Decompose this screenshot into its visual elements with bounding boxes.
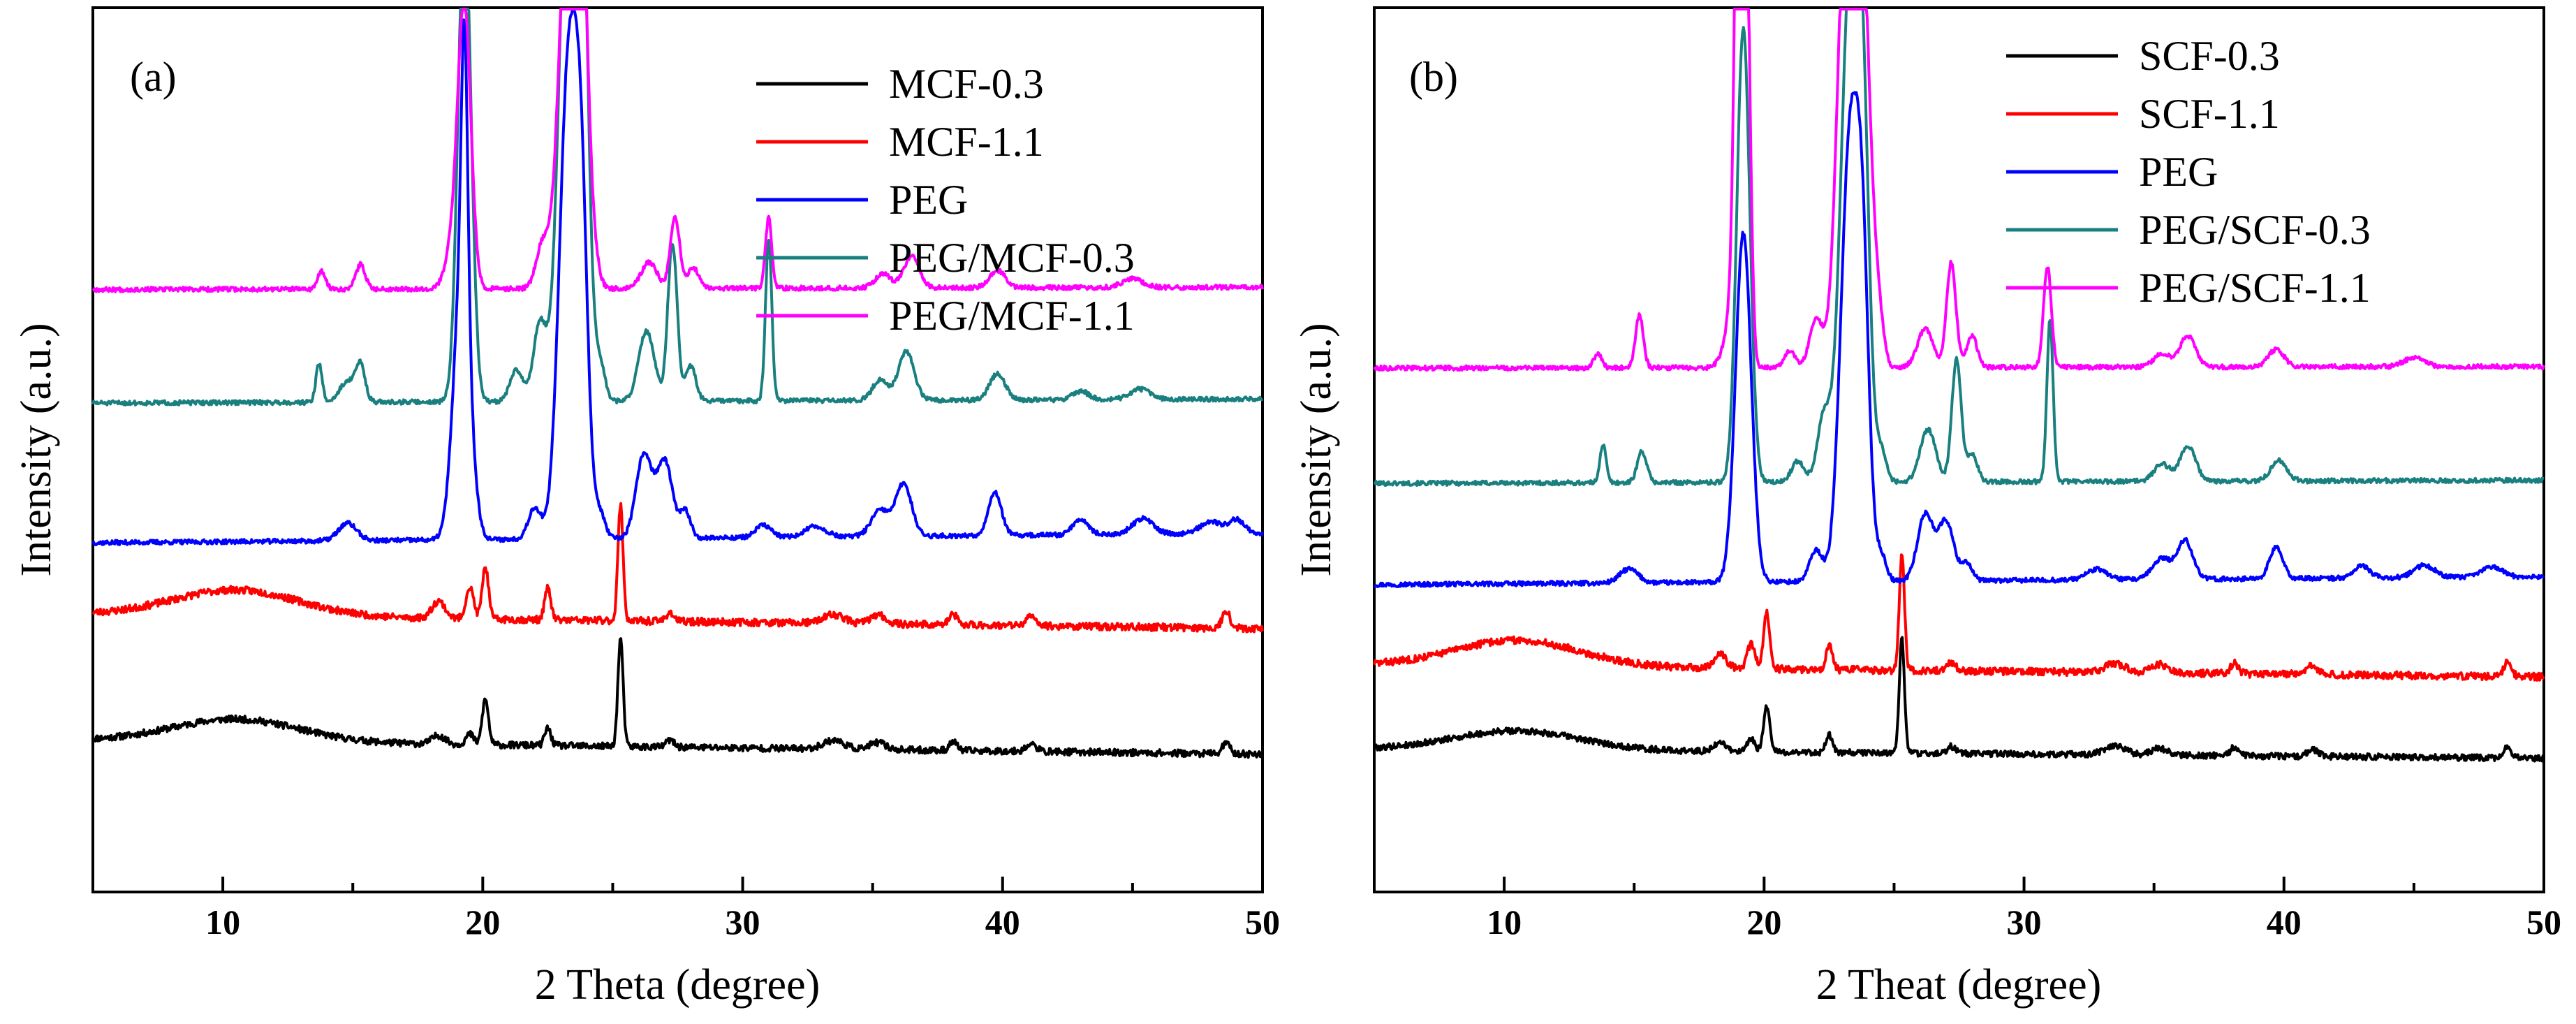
panel-a-label: (a) <box>130 54 177 100</box>
panel-a-x-tick-label-50: 50 <box>1245 902 1280 942</box>
panel-b: 10 20 30 40 50 (b) SCF-0.3 SCF-1.1 PEG PEG/SCF-… <box>1293 6 2561 1009</box>
panel-a-series-peg <box>91 8 1264 546</box>
panel-b-legend-label-3: PEG <box>2139 149 2218 195</box>
panel-a: 10 20 30 40 50 (a) MCF-0.3 MCF-1.1 PEG PEG/MCF-… <box>13 6 1280 1009</box>
panel-a-x-axis-label: 2 Theta (degree) <box>535 961 820 1009</box>
panel-b-legend-label-1: SCF-0.3 <box>2139 33 2280 79</box>
panel-b-series-peg <box>1373 91 2545 588</box>
panel-b-plot-frame <box>1373 6 2545 893</box>
panel-a-series-mcf-0-3 <box>92 637 1264 759</box>
panel-a-y-axis-label: Intensity (a.u.) <box>13 323 60 576</box>
panel-b-legend-label-4: PEG/SCF-0.3 <box>2139 207 2371 253</box>
panel-b-legend: SCF-0.3 SCF-1.1 PEG PEG/SCF-0.3 PEG/SCF-1.1 <box>2006 33 2371 311</box>
panel-b-x-tick-label-30: 30 <box>2007 902 2042 942</box>
panel-b-x-tick-label-50: 50 <box>2526 902 2561 942</box>
panel-a-series-mcf-1-1 <box>91 502 1264 634</box>
panel-b-series-scf-1-1 <box>1373 553 2545 682</box>
panel-a-legend: MCF-0.3 MCF-1.1 PEG PEG/MCF-0.3 PEG/MCF-1.1 <box>756 61 1135 339</box>
panel-a-legend-label-4: PEG/MCF-0.3 <box>889 235 1135 281</box>
panel-b-x-tick-label-40: 40 <box>2267 902 2302 942</box>
panel-a-series-layer <box>91 8 1264 759</box>
panel-a-plot-frame <box>91 6 1264 893</box>
panel-a-x-tick-label-30: 30 <box>726 902 760 942</box>
panel-b-x-tick-label-10: 10 <box>1487 902 1522 942</box>
panel-b-series-peg-scf-1-1 <box>1373 8 2545 372</box>
panel-b-series-layer <box>1373 8 2545 763</box>
panel-a-x-tick-label-40: 40 <box>985 902 1020 942</box>
panel-b-x-tick-label-20: 20 <box>1746 902 1781 942</box>
panel-b-label: (b) <box>1409 54 1458 100</box>
panel-b-x-axis-label: 2 Theat (degree) <box>1816 961 2102 1009</box>
panel-a-x-tick-label-10: 10 <box>205 902 240 942</box>
panel-b-y-axis-label: Intensity (a.u.) <box>1293 323 1340 576</box>
panel-b-legend-label-5: PEG/SCF-1.1 <box>2139 265 2371 311</box>
panel-b-x-ticks: 10 20 30 40 50 <box>1373 877 2561 942</box>
panel-a-x-tick-label-20: 20 <box>465 902 500 942</box>
panel-a-legend-label-3: PEG <box>889 177 968 223</box>
panel-a-x-ticks: 10 20 30 40 50 <box>91 877 1280 942</box>
panel-a-legend-label-1: MCF-0.3 <box>889 61 1044 107</box>
panel-b-legend-label-2: SCF-1.1 <box>2139 91 2280 137</box>
panel-a-series-peg-mcf-1-1 <box>92 8 1264 293</box>
panel-a-legend-label-5: PEG/MCF-1.1 <box>889 293 1135 339</box>
panel-b-series-peg-scf-0-3 <box>1373 8 2545 487</box>
panel-b-series-scf-0-3 <box>1373 636 2545 763</box>
panel-a-legend-label-2: MCF-1.1 <box>889 119 1044 165</box>
panel-a-series-peg-mcf-0-3 <box>91 8 1264 407</box>
